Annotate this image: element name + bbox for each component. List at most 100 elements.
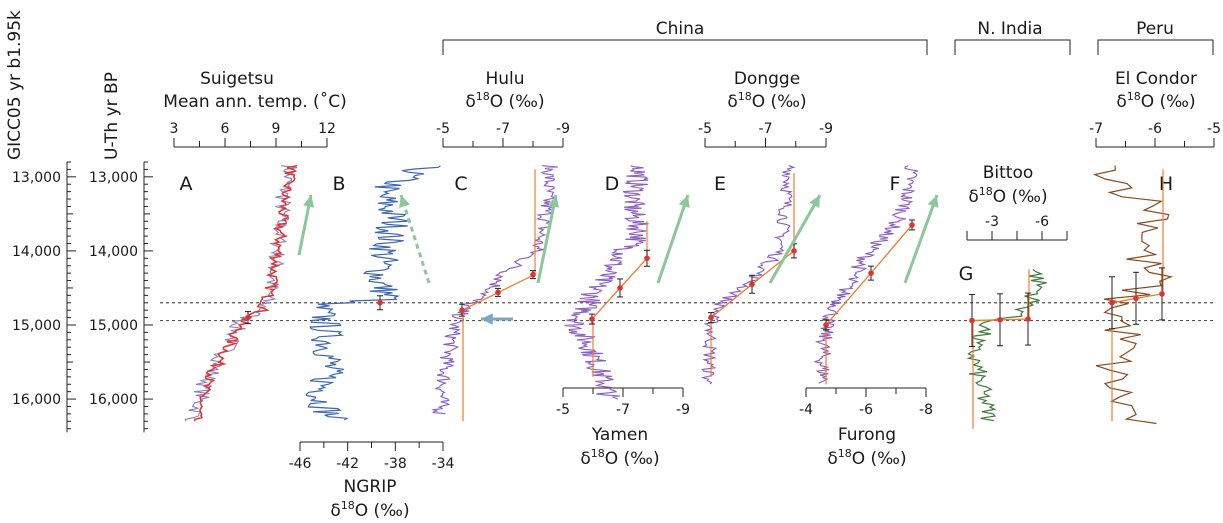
panel-letter-g: G — [959, 263, 974, 285]
blue-arrow-hulu-head — [481, 313, 493, 325]
suigetsu-raw-line — [184, 165, 298, 422]
suigetsu-tick-label: 3 — [170, 121, 179, 137]
ngrip-tick-label: -42 — [336, 456, 359, 472]
plot-layer: 13,000 14,000 15,000 16,000 13,000 14,000 15,0… — [12, 121, 1221, 472]
hulu-tick-label: -7 — [496, 121, 510, 137]
hulu-subtitle: δ18O (‰) — [465, 90, 544, 112]
furong-tick-label: -6 — [859, 402, 873, 418]
uth-tick-label: 16,000 — [89, 392, 138, 408]
elcondor-point-3 — [1159, 291, 1165, 297]
ngrip-tick-label: -38 — [384, 456, 407, 472]
yamen-subtitle: δ18O (‰) — [580, 447, 659, 469]
trend-arrow-f — [903, 194, 939, 284]
region-china: China — [656, 19, 705, 39]
panel-letter-b: B — [332, 173, 345, 195]
hulu-title: Hulu — [485, 69, 524, 89]
dongge-title: Dongge — [734, 69, 800, 89]
uth-axis-title: U-Th yr BP — [102, 72, 122, 160]
gicc-tick-label: 16,000 — [12, 392, 61, 408]
trend-arrow-d — [656, 194, 690, 284]
india-bracket — [954, 39, 1071, 55]
elcondor-tick-label: -6 — [1148, 121, 1162, 137]
peru-bracket — [1097, 39, 1214, 55]
suigetsu-tick-label: 12 — [318, 121, 336, 137]
panel-letter-f: F — [890, 173, 901, 195]
trend-arrow-c-head — [548, 195, 560, 208]
uth-tick-label: 13,000 — [89, 170, 138, 186]
bittoo-title: Bittoo — [983, 163, 1034, 183]
yamen-title: Yamen — [591, 425, 648, 445]
hulu-point-2 — [495, 289, 501, 296]
trend-arrow-b — [399, 194, 431, 284]
trend-arrow-b-head — [399, 195, 410, 208]
trend-arrow-a-head — [303, 195, 315, 208]
panel-letter-a: A — [180, 173, 193, 195]
elcondor-title: El Condor — [1115, 69, 1197, 89]
yamen-tick-label: -9 — [676, 402, 690, 418]
dongge-point-1 — [708, 314, 714, 321]
dongge-line — [700, 165, 796, 385]
bittoo-tick-label: -3 — [985, 214, 999, 230]
elcondor-point-1 — [1109, 299, 1115, 306]
dongge-point-3 — [791, 248, 797, 254]
ngrip-tick-label: -46 — [289, 456, 312, 472]
suigetsu-tick-label: 9 — [272, 121, 281, 137]
china-bracket — [442, 39, 928, 55]
dongge-point-2 — [749, 281, 755, 288]
bittoo-tick-label: -6 — [1035, 214, 1049, 230]
ngrip-tick-label: -34 — [432, 456, 455, 472]
furong-tick-label: -8 — [919, 402, 933, 418]
suigetsu-tiepoint — [245, 314, 251, 321]
region-peru: Peru — [1136, 19, 1174, 39]
suigetsu-tick-label: 6 — [221, 121, 230, 137]
elcondor-tick-label: -5 — [1207, 121, 1221, 137]
furong-subtitle: δ18O (‰) — [827, 447, 906, 469]
hulu-tick-label: -9 — [556, 121, 570, 137]
elcondor-point-2 — [1133, 295, 1139, 302]
ngrip-tiepoint — [377, 299, 383, 306]
hulu-point-3 — [530, 271, 536, 278]
suigetsu-subtitle: Mean ann. temp. (˚C) — [163, 91, 346, 112]
furong-line — [814, 165, 919, 384]
panel-letter-d: D — [605, 173, 620, 195]
trend-arrow-e-head — [809, 195, 820, 208]
elcondor-line — [1092, 165, 1174, 425]
furong-point-3 — [909, 222, 915, 228]
yamen-point-2 — [617, 285, 623, 291]
trend-arrow-c — [536, 194, 558, 284]
panel-letter-c: C — [454, 173, 467, 195]
uth-tick-label: 15,000 — [89, 318, 138, 334]
gicc-axis-title: GICC05 yr b1.95k — [5, 10, 25, 160]
bittoo-subtitle: δ18O (‰) — [968, 185, 1047, 207]
furong-tick-label: -4 — [799, 402, 813, 418]
dongge-tick-label: -9 — [819, 121, 833, 137]
elcondor-tick-label: -7 — [1089, 121, 1103, 137]
gicc-tick-label: 15,000 — [12, 318, 61, 334]
uth-tick-label: 14,000 — [89, 244, 138, 260]
hulu-point-1 — [459, 307, 465, 313]
ngrip-title: NGRIP — [344, 477, 397, 497]
yamen-point-1 — [589, 316, 595, 322]
trend-arrow-e — [768, 194, 822, 284]
suigetsu-title: Suigetsu — [200, 69, 274, 89]
yamen-point-3 — [644, 255, 650, 262]
bittoo-point-3 — [1025, 316, 1031, 322]
elcondor-subtitle: δ18O (‰) — [1116, 90, 1195, 112]
yamen-line — [564, 165, 649, 400]
region-india: N. India — [977, 19, 1042, 39]
panel-letter-h: H — [1159, 173, 1173, 195]
bittoo-line — [966, 268, 1047, 422]
dongge-subtitle: δ18O (‰) — [727, 90, 806, 112]
furong-title: Furong — [838, 425, 896, 445]
dongge-tick-label: -7 — [759, 121, 773, 137]
ngrip-line — [306, 165, 441, 421]
gicc-tick-label: 14,000 — [12, 244, 61, 260]
bittoo-point-2 — [997, 317, 1003, 323]
hulu-tick-label: -5 — [436, 121, 450, 137]
hulu-line — [431, 165, 558, 415]
yamen-tick-label: -7 — [616, 402, 630, 418]
bittoo-point-1 — [969, 317, 975, 324]
furong-point-2 — [868, 270, 874, 276]
panel-letter-e: E — [714, 173, 726, 195]
